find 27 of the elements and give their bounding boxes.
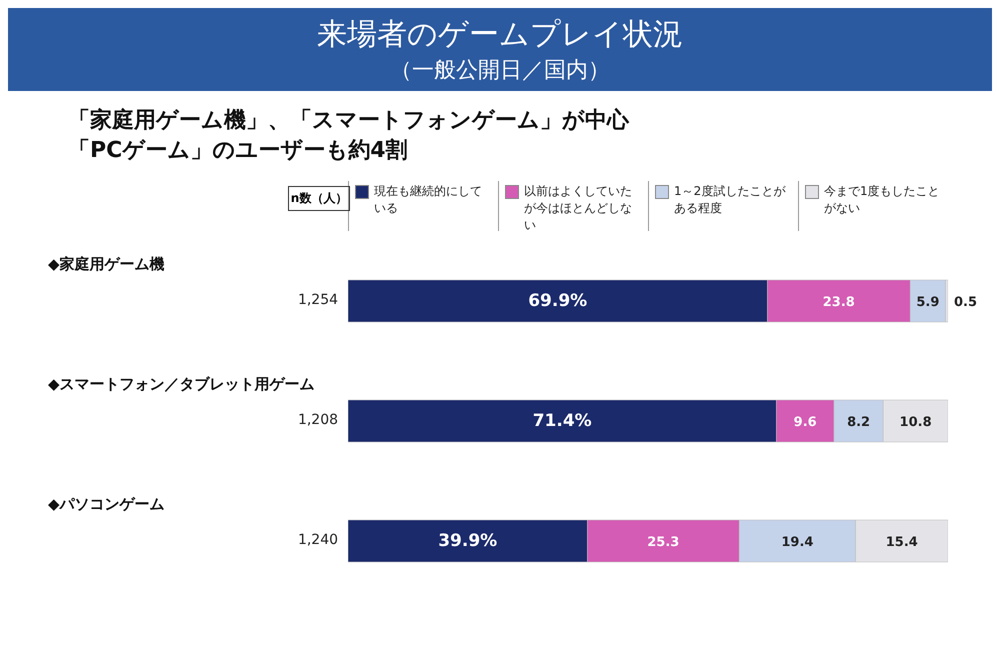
- legend-label: 今まで1度もしたことがない: [824, 183, 941, 217]
- data-label: 71.4%: [532, 411, 592, 431]
- data-label: 10.8: [900, 415, 932, 430]
- data-label: 15.4: [886, 535, 918, 550]
- legend-label: 以前はよくしていたが今はほとんどしない: [524, 183, 633, 234]
- y-tick-label: ◆パソコンゲーム: [48, 495, 165, 513]
- legend-label: 現在も継続的にしている: [374, 183, 483, 217]
- text: 1,208: [296, 412, 340, 428]
- text: n数（人）: [288, 186, 350, 211]
- data-label: 5.9: [916, 295, 940, 310]
- y-tick-label: ◆家庭用ゲーム機: [48, 255, 165, 273]
- y-tick-label: ◆スマートフォン／タブレット用ゲーム: [48, 375, 315, 393]
- data-label: 0.5: [954, 295, 978, 310]
- data-label: 8.2: [847, 415, 870, 430]
- data-label: 39.9%: [438, 531, 498, 551]
- text: 1,254: [296, 292, 340, 308]
- chart-subtitle: （一般公開日／国内）: [389, 57, 611, 85]
- data-label: 69.9%: [528, 291, 588, 311]
- text: 「PCゲーム」のユーザーも約4割: [68, 137, 409, 165]
- chart-title: 来場者のゲームプレイ状況: [316, 16, 684, 54]
- data-label: 19.4: [781, 535, 814, 550]
- legend-label: 1～2度試したことがある程度: [674, 183, 786, 217]
- text: 1,240: [296, 532, 340, 548]
- data-label: 23.8: [822, 295, 855, 310]
- data-label: 25.3: [647, 535, 680, 550]
- text: 「家庭用ゲーム機」、「スマートフォンゲーム」が中心: [68, 106, 630, 135]
- data-label: 9.6: [794, 415, 817, 430]
